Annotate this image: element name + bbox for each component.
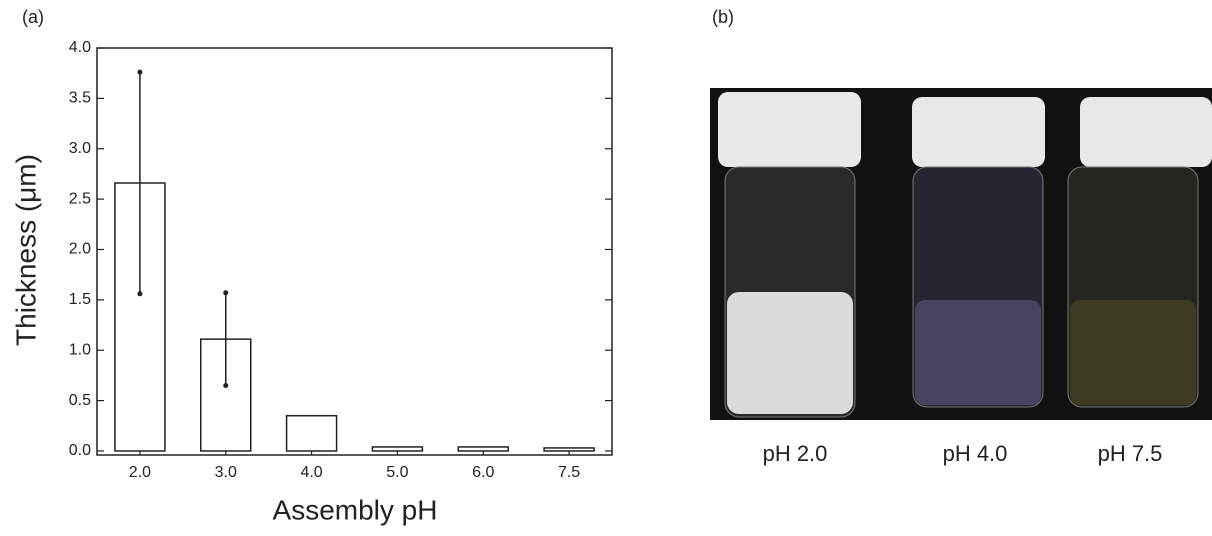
y-tick-label: 0.5 xyxy=(69,392,91,409)
x-tick-label: 4.0 xyxy=(300,464,322,481)
y-tick-label: 0.0 xyxy=(69,442,91,459)
x-tick-label: 2.0 xyxy=(129,464,151,481)
y-tick-label: 3.5 xyxy=(69,90,91,107)
bar xyxy=(200,338,252,452)
y-tick-label: 4.0 xyxy=(69,39,91,56)
x-tick-label: 7.5 xyxy=(558,464,580,481)
error-cap xyxy=(223,382,229,388)
error-cap xyxy=(137,69,143,75)
x-tick-label: 5.0 xyxy=(386,464,408,481)
bar xyxy=(371,446,424,452)
y-tick-label: 1.5 xyxy=(69,291,91,308)
error-cap xyxy=(137,291,143,297)
error-cap xyxy=(223,290,229,296)
photo xyxy=(710,88,1212,420)
y-tick-label: 2.0 xyxy=(69,241,91,258)
x-axis-label: Assembly pH xyxy=(273,494,438,525)
y-axis-label: Thickness (μm) xyxy=(10,154,41,346)
bar xyxy=(543,447,595,452)
photo-label: pH 2.0 xyxy=(763,441,828,466)
plot-frame xyxy=(96,47,613,456)
photo-label: pH 7.5 xyxy=(1098,441,1163,466)
panel-label: (a) xyxy=(22,7,44,27)
x-tick-label: 6.0 xyxy=(472,464,494,481)
y-tick-label: 3.0 xyxy=(69,140,91,157)
bar xyxy=(457,446,509,452)
x-tick-label: 3.0 xyxy=(215,464,237,481)
photo-label: pH 4.0 xyxy=(943,441,1008,466)
panel-label: (b) xyxy=(712,7,734,27)
y-tick-label: 2.5 xyxy=(69,190,91,207)
bar xyxy=(285,414,338,452)
y-tick-label: 1.0 xyxy=(69,341,91,358)
